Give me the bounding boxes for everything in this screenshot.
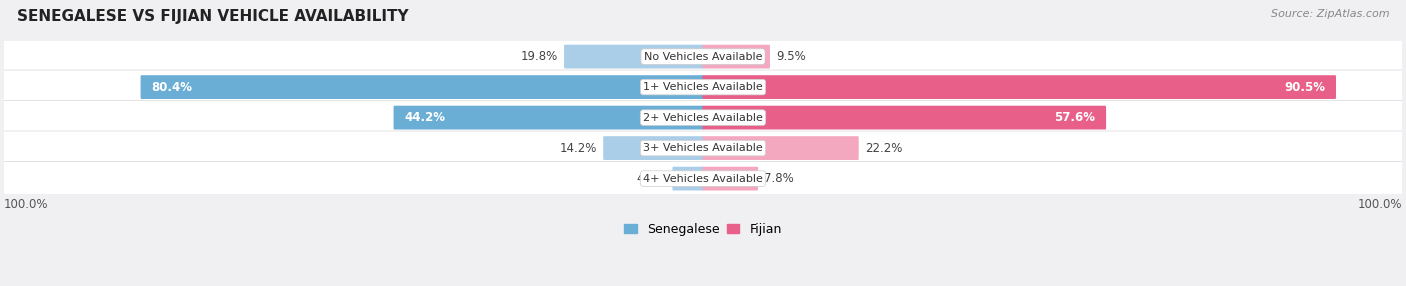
Text: 44.2%: 44.2% xyxy=(405,111,446,124)
FancyBboxPatch shape xyxy=(3,70,1403,104)
Text: 19.8%: 19.8% xyxy=(520,50,558,63)
FancyBboxPatch shape xyxy=(3,162,1403,196)
FancyBboxPatch shape xyxy=(394,106,703,130)
Text: 22.2%: 22.2% xyxy=(865,142,903,155)
Text: 3+ Vehicles Available: 3+ Vehicles Available xyxy=(643,143,763,153)
Text: 1+ Vehicles Available: 1+ Vehicles Available xyxy=(643,82,763,92)
Text: 100.0%: 100.0% xyxy=(1357,198,1402,211)
FancyBboxPatch shape xyxy=(3,100,1403,135)
Text: Source: ZipAtlas.com: Source: ZipAtlas.com xyxy=(1271,9,1389,19)
FancyBboxPatch shape xyxy=(703,167,758,190)
FancyBboxPatch shape xyxy=(672,167,703,190)
FancyBboxPatch shape xyxy=(703,45,770,68)
Text: 90.5%: 90.5% xyxy=(1284,81,1324,94)
Text: 57.6%: 57.6% xyxy=(1054,111,1095,124)
Text: 100.0%: 100.0% xyxy=(4,198,49,211)
FancyBboxPatch shape xyxy=(703,136,859,160)
Text: 14.2%: 14.2% xyxy=(560,142,596,155)
Text: 80.4%: 80.4% xyxy=(152,81,193,94)
FancyBboxPatch shape xyxy=(603,136,703,160)
Legend: Senegalese, Fijian: Senegalese, Fijian xyxy=(619,218,787,241)
Text: 7.8%: 7.8% xyxy=(765,172,794,185)
FancyBboxPatch shape xyxy=(703,106,1107,130)
Text: 9.5%: 9.5% xyxy=(776,50,806,63)
Text: 4.3%: 4.3% xyxy=(636,172,666,185)
FancyBboxPatch shape xyxy=(141,75,703,99)
FancyBboxPatch shape xyxy=(3,39,1403,74)
FancyBboxPatch shape xyxy=(564,45,703,68)
Text: 4+ Vehicles Available: 4+ Vehicles Available xyxy=(643,174,763,184)
FancyBboxPatch shape xyxy=(703,75,1336,99)
Text: 2+ Vehicles Available: 2+ Vehicles Available xyxy=(643,113,763,123)
Text: SENEGALESE VS FIJIAN VEHICLE AVAILABILITY: SENEGALESE VS FIJIAN VEHICLE AVAILABILIT… xyxy=(17,9,409,23)
FancyBboxPatch shape xyxy=(3,131,1403,165)
Text: No Vehicles Available: No Vehicles Available xyxy=(644,51,762,61)
